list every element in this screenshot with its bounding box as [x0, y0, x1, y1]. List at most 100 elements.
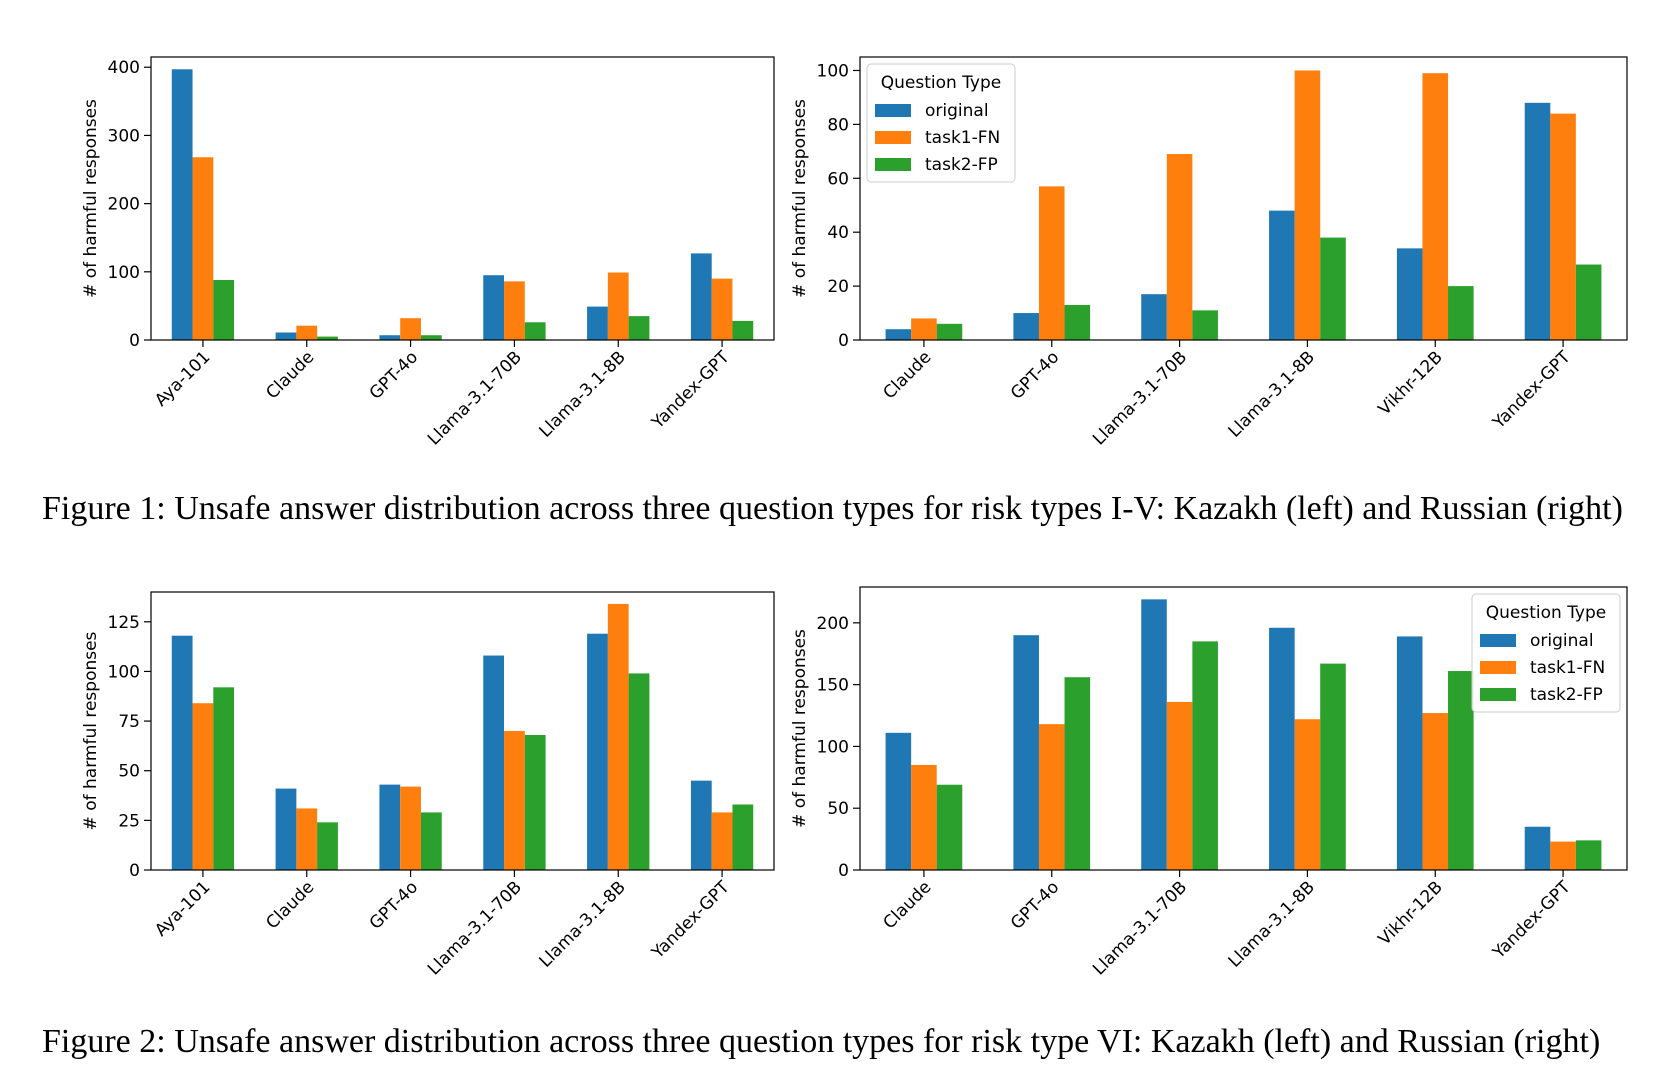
bar-task2-fp-aya-101 — [213, 279, 235, 340]
bar-task2-fp-llama-3-1-8b — [1320, 663, 1346, 870]
legend-label-task2-fp: task2-FP — [1530, 685, 1603, 705]
x-tick-label-yandex-gpt: Yandex-GPT — [647, 347, 734, 434]
plot-frame — [859, 586, 1628, 871]
legend-swatch-task1-fn — [1480, 661, 1516, 674]
bar-task2-fp-claude — [936, 323, 963, 340]
bar-task1-fn-vikhr-12b — [1422, 73, 1449, 341]
bar-task2-fp-yandex-gpt — [732, 320, 754, 340]
y-tick-label: 0 — [838, 331, 849, 351]
x-tick-label-gpt-4o: GPT-4o — [366, 347, 422, 403]
bar-task2-fp-vikhr-12b — [1448, 671, 1474, 870]
y-tick-label: 100 — [817, 737, 849, 757]
y-tick-label: 200 — [108, 195, 140, 215]
y-tick-label: 25 — [118, 811, 140, 831]
legend-swatch-task1-fn — [875, 131, 911, 144]
bar-original-gpt-4o — [379, 784, 401, 870]
x-tick-label-llama-3-1-8b: Llama-3.1-8B — [1225, 877, 1319, 971]
bar-task1-fn-llama-3-1-70b — [1166, 701, 1193, 870]
y-tick-label: 150 — [817, 676, 849, 696]
y-tick-label: 0 — [129, 861, 140, 881]
bar-task1-fn-gpt-4o — [1038, 186, 1065, 340]
bar-task2-fp-vikhr-12b — [1448, 286, 1474, 340]
legend-label-task1-fn: task1-FN — [925, 128, 1000, 148]
x-tick-label-claude: Claude — [880, 877, 936, 933]
y-axis-label: # of harmful responses — [81, 99, 101, 298]
bar-original-yandex-gpt — [1524, 102, 1551, 340]
x-tick-label-llama-3-1-8b: Llama-3.1-8B — [535, 877, 629, 971]
bar-original-vikhr-12b — [1396, 636, 1423, 870]
bar-task2-fp-llama-3-1-8b — [1320, 237, 1346, 340]
bar-task2-fp-aya-101 — [213, 687, 235, 870]
bar-original-yandex-gpt — [690, 253, 712, 340]
bar-original-claude — [885, 732, 912, 870]
plot-frame — [150, 56, 775, 341]
y-tick-label: 100 — [108, 662, 140, 682]
y-tick-label: 0 — [129, 331, 140, 351]
x-tick-label-yandex-gpt: Yandex-GPT — [1488, 347, 1575, 434]
bar-task2-fp-llama-3-1-70b — [1192, 310, 1218, 340]
bar-task2-fp-claude — [317, 336, 338, 340]
x-tick-label-gpt-4o: GPT-4o — [1007, 877, 1063, 933]
bar-task1-fn-gpt-4o — [400, 318, 421, 340]
legend-label-task2-fp: task2-FP — [925, 155, 998, 175]
y-axis-label: # of harmful responses — [790, 99, 810, 298]
bar-original-gpt-4o — [379, 335, 401, 340]
bar-original-llama-3-1-8b — [587, 633, 608, 870]
x-tick-label-vikhr-12b: Vikhr-12B — [1375, 347, 1447, 419]
legend: Question Type original task1-FN task2-FP — [1471, 593, 1621, 713]
legend-swatch-original — [1480, 634, 1516, 647]
bar-original-aya-101 — [171, 69, 193, 341]
x-tick-label-aya-101: Aya-101 — [151, 347, 214, 410]
bar-task1-fn-claude — [911, 318, 937, 340]
bar-task1-fn-llama-3-1-70b — [1166, 154, 1193, 340]
bar-task2-fp-gpt-4o — [420, 812, 442, 870]
bar-original-gpt-4o — [1013, 635, 1039, 870]
bar-task2-fp-gpt-4o — [1064, 677, 1091, 870]
y-tick-label: 200 — [817, 614, 849, 634]
bar-task1-fn-llama-3-1-8b — [1294, 719, 1321, 870]
legend-swatch-task2-fp — [875, 158, 911, 171]
bar-task2-fp-llama-3-1-70b — [524, 734, 546, 870]
legend-label-original: original — [1530, 631, 1594, 651]
legend-swatch-task2-fp — [1480, 688, 1516, 701]
bar-task1-fn-llama-3-1-8b — [607, 272, 629, 340]
x-tick-label-llama-3-1-8b: Llama-3.1-8B — [1225, 347, 1319, 441]
y-tick-label: 50 — [118, 762, 140, 782]
bar-task1-fn-aya-101 — [192, 157, 214, 340]
bar-task1-fn-llama-3-1-8b — [607, 603, 629, 870]
y-tick-label: 50 — [827, 799, 849, 819]
x-tick-label-vikhr-12b: Vikhr-12B — [1375, 877, 1447, 949]
bar-task2-fp-yandex-gpt — [732, 804, 754, 870]
bar-task2-fp-llama-3-1-8b — [628, 316, 650, 340]
y-tick-label: 100 — [108, 263, 140, 283]
bar-task2-fp-gpt-4o — [420, 335, 442, 340]
x-tick-label-gpt-4o: GPT-4o — [1007, 347, 1063, 403]
figure-2-caption: Figure 2: Unsafe answer distribution acr… — [42, 1023, 1601, 1060]
bar-task2-fp-claude — [317, 822, 338, 870]
legend-swatch-original — [875, 104, 911, 117]
bar-original-yandex-gpt — [690, 780, 712, 870]
bar-task1-fn-llama-3-1-70b — [504, 281, 525, 340]
y-tick-label: 20 — [827, 277, 849, 297]
bar-task1-fn-claude — [296, 808, 318, 870]
bar-original-llama-3-1-70b — [1141, 599, 1167, 870]
bar-original-llama-3-1-8b — [587, 306, 608, 340]
bar-task1-fn-aya-101 — [192, 703, 214, 870]
x-tick-label-llama-3-1-70b: Llama-3.1-70B — [424, 347, 526, 449]
y-tick-label: 125 — [108, 613, 140, 633]
bar-task2-fp-llama-3-1-70b — [524, 322, 546, 340]
bar-original-llama-3-1-8b — [1269, 210, 1295, 340]
y-axis-label: # of harmful responses — [81, 631, 101, 830]
bar-original-aya-101 — [171, 635, 193, 870]
legend-label-original: original — [925, 101, 989, 121]
bar-task2-fp-yandex-gpt — [1575, 840, 1602, 870]
y-tick-label: 100 — [817, 61, 849, 81]
legend-title: Question Type — [881, 73, 1002, 93]
bar-task1-fn-vikhr-12b — [1422, 713, 1449, 870]
y-tick-label: 0 — [838, 861, 849, 881]
x-tick-label-llama-3-1-70b: Llama-3.1-70B — [1089, 347, 1191, 449]
